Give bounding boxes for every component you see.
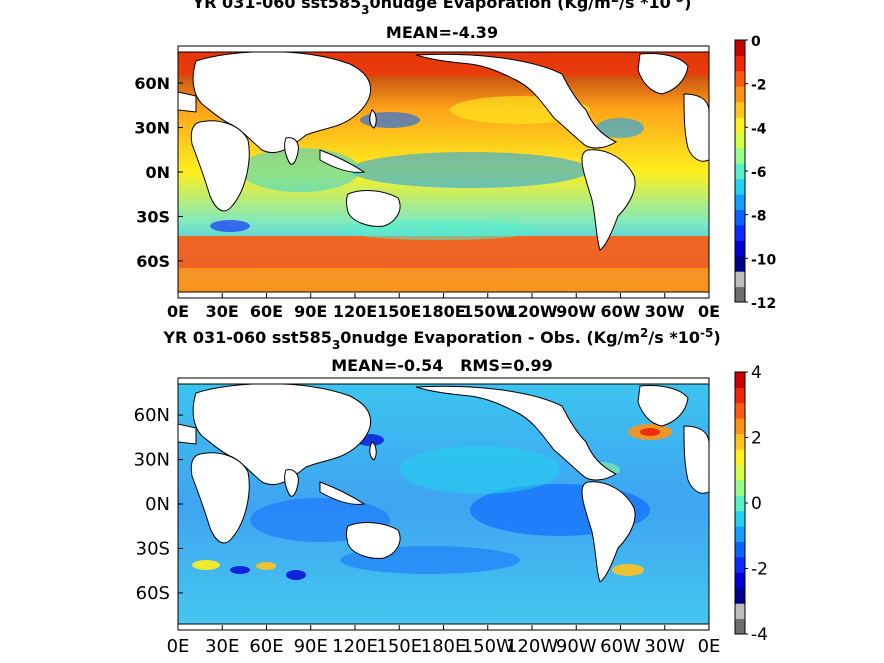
x-tick-label: 30E bbox=[205, 636, 239, 657]
x-tick-label: 0E bbox=[698, 636, 721, 657]
colorbar-tick-label: 4 bbox=[751, 363, 762, 383]
colorbar-swatch bbox=[735, 603, 745, 620]
colorbar-swatch bbox=[735, 433, 745, 450]
x-tick-label: 150E bbox=[376, 636, 422, 657]
y-tick-label: 60N bbox=[134, 74, 170, 93]
bottom-colorbar: 4 2 0 -2 -4 bbox=[734, 363, 768, 645]
colorbar-swatch bbox=[735, 178, 745, 195]
colorbar-swatch bbox=[735, 387, 745, 404]
colorbar-tick-label: -6 bbox=[751, 165, 767, 181]
bottom-map-field bbox=[178, 378, 709, 630]
bottom-y-axis: 60N 30N 0N 30S 60S bbox=[134, 405, 183, 604]
x-tick-label: 0E bbox=[167, 302, 189, 321]
x-tick-label: 150E bbox=[377, 302, 421, 321]
colorbar-swatch bbox=[735, 449, 745, 465]
x-tick-label: 180E bbox=[421, 302, 465, 321]
colorbar-tick-label: -10 bbox=[751, 252, 777, 268]
colorbar-swatch bbox=[735, 464, 745, 481]
colorbar-tick-label: -8 bbox=[751, 209, 767, 225]
y-tick-label: 60N bbox=[134, 405, 170, 426]
x-tick-label: 30W bbox=[644, 636, 685, 657]
colorbar-swatch bbox=[735, 55, 745, 72]
colorbar-swatch bbox=[735, 132, 745, 149]
colorbar-swatch bbox=[735, 86, 745, 103]
x-tick-label: 120E bbox=[333, 302, 377, 321]
colorbar-tick-label: 0 bbox=[751, 34, 761, 50]
colorbar-swatch bbox=[735, 70, 745, 87]
x-tick-label: 90E bbox=[294, 302, 327, 321]
colorbar-swatch bbox=[735, 255, 745, 272]
colorbar-swatch bbox=[735, 163, 745, 180]
y-tick-label: 60S bbox=[136, 583, 170, 604]
y-tick-label: 30S bbox=[136, 538, 170, 559]
colorbar-swatch bbox=[735, 572, 745, 589]
colorbar-swatch bbox=[735, 418, 745, 435]
x-tick-label: 0E bbox=[167, 636, 190, 657]
x-tick-label: 30E bbox=[206, 302, 239, 321]
colorbar-swatch bbox=[735, 526, 745, 543]
colorbar-swatch bbox=[735, 541, 745, 558]
colorbar-swatch bbox=[735, 240, 745, 257]
top-panel: YR 031-060 sst58530nudge Evaporation (Kg… bbox=[134, 0, 776, 321]
x-tick-label: 150W bbox=[462, 302, 513, 321]
bottom-mean-rms-label: MEAN=-0.54 RMS=0.99 bbox=[331, 356, 553, 375]
colorbar-swatch bbox=[735, 147, 745, 164]
colorbar-swatch bbox=[735, 117, 745, 133]
colorbar-swatch bbox=[735, 495, 745, 512]
x-tick-label: 60W bbox=[601, 302, 641, 321]
colorbar-swatch bbox=[735, 209, 745, 226]
colorbar-swatch bbox=[735, 402, 745, 419]
colorbar-swatch bbox=[735, 372, 745, 388]
colorbar-swatch bbox=[735, 510, 745, 527]
y-tick-label: 0N bbox=[145, 163, 170, 182]
x-tick-label: 60E bbox=[249, 636, 283, 657]
colorbar-swatch bbox=[735, 587, 745, 604]
colorbar-tick-label: 2 bbox=[751, 429, 762, 449]
y-tick-label: 0N bbox=[145, 494, 170, 515]
x-tick-label: 120E bbox=[332, 636, 378, 657]
colorbar-swatch bbox=[735, 286, 745, 303]
colorbar-tick-label: -4 bbox=[751, 625, 768, 645]
top-map-field bbox=[178, 46, 709, 298]
colorbar-swatch bbox=[735, 224, 745, 241]
top-colorbar: 0 -2 -4 -6 -8 -10 -12 bbox=[734, 34, 777, 312]
colorbar-tick-label: -4 bbox=[751, 121, 767, 137]
colorbar-swatch bbox=[735, 271, 745, 288]
x-tick-label: 180E bbox=[421, 636, 467, 657]
colorbar-swatch bbox=[735, 194, 745, 211]
x-tick-label: 90E bbox=[294, 636, 328, 657]
y-tick-label: 30S bbox=[136, 207, 170, 226]
colorbar-swatch bbox=[735, 556, 745, 573]
x-tick-label: 60W bbox=[600, 636, 641, 657]
x-tick-label: 60E bbox=[250, 302, 283, 321]
top-title: YR 031-060 sst58530nudge Evaporation (Kg… bbox=[192, 0, 692, 17]
colorbar-tick-label: -2 bbox=[751, 78, 767, 94]
y-tick-label: 60S bbox=[136, 252, 170, 271]
bottom-panel: YR 031-060 sst58530nudge Evaporation - O… bbox=[134, 326, 768, 657]
x-tick-label: 90W bbox=[556, 302, 596, 321]
y-tick-label: 30N bbox=[134, 450, 170, 471]
colorbar-swatch bbox=[735, 40, 745, 56]
x-tick-label: 150W bbox=[462, 636, 514, 657]
colorbar-tick-label: -12 bbox=[751, 296, 776, 312]
y-tick-label: 30N bbox=[134, 119, 170, 138]
colorbar-tick-label: -2 bbox=[751, 560, 768, 580]
bottom-title: YR 031-060 sst58530nudge Evaporation - O… bbox=[162, 326, 720, 352]
top-mean-label: MEAN=-4.39 bbox=[386, 23, 498, 42]
colorbar-tick-label: 0 bbox=[751, 494, 762, 514]
x-tick-label: 0E bbox=[698, 302, 720, 321]
x-tick-label: 120W bbox=[506, 636, 558, 657]
x-tick-label: 120W bbox=[506, 302, 557, 321]
colorbar-swatch bbox=[735, 479, 745, 496]
x-tick-label: 90W bbox=[556, 636, 597, 657]
x-tick-label: 30W bbox=[645, 302, 685, 321]
colorbar-swatch bbox=[735, 618, 745, 635]
top-y-axis: 60N 30N 0N 30S 60S bbox=[134, 74, 183, 271]
colorbar-swatch bbox=[735, 101, 745, 118]
